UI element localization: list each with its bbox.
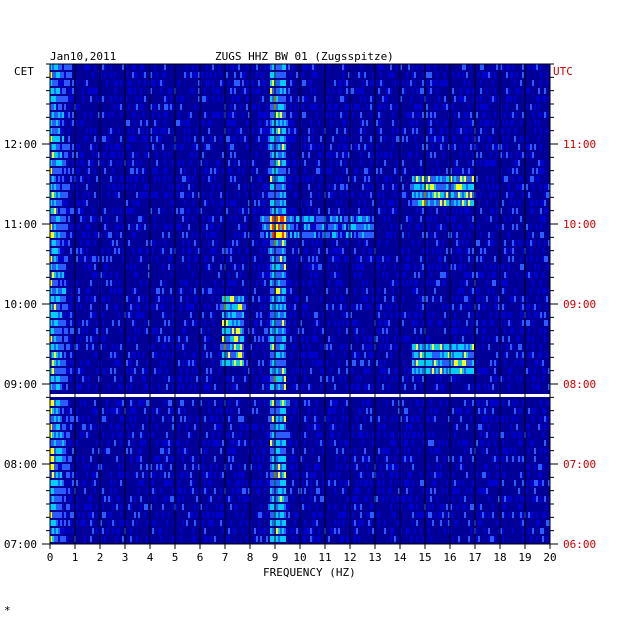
spectrogram-row	[50, 192, 550, 198]
x-tick-label: 14	[393, 551, 407, 564]
cet-tick-label: 12:00	[4, 138, 37, 151]
x-tick-label: 3	[122, 551, 129, 564]
spectrogram-row	[50, 96, 550, 102]
chart-title: ZUGS HHZ BW 01 (Zugsspitze)	[215, 50, 394, 63]
x-tick-label: 6	[197, 551, 204, 564]
spectrogram-row	[50, 144, 542, 150]
x-tick-label: 7	[222, 551, 229, 564]
x-tick-label: 8	[247, 551, 254, 564]
spectrogram-row	[50, 216, 546, 222]
spectrogram-row	[50, 304, 548, 310]
x-tick-label: 11	[318, 551, 331, 564]
cet-tick-label: 07:00	[4, 538, 37, 551]
spectrogram-row	[50, 160, 550, 166]
spectrogram-row	[50, 264, 550, 270]
x-tick-label: 20	[543, 551, 556, 564]
x-tick-label: 1	[72, 551, 79, 564]
spectrogram-row	[50, 80, 548, 86]
spectrogram-row	[50, 296, 548, 302]
x-tick-label: 0	[47, 551, 54, 564]
spectrogram-row	[50, 440, 546, 446]
utc-tick-label: 10:00	[563, 218, 596, 231]
spectrogram-row	[50, 152, 534, 158]
left-timezone-label: CET	[14, 65, 34, 78]
spectrogram-row	[50, 536, 548, 542]
spectrogram-row	[50, 136, 540, 142]
spectrogram-row	[50, 456, 548, 462]
cet-tick-label: 08:00	[4, 458, 37, 471]
right-timezone-label: UTC	[553, 65, 573, 78]
spectrogram-row	[50, 384, 550, 390]
spectrogram-row	[50, 352, 548, 358]
spectrogram-row	[50, 312, 550, 318]
grid-lines	[49, 63, 551, 545]
x-tick-label: 19	[518, 551, 531, 564]
x-tick-label: 9	[272, 551, 279, 564]
spectrogram-row	[50, 256, 548, 262]
x-tick-label: 18	[493, 551, 506, 564]
spectrogram-row	[50, 120, 540, 126]
spectrogram-row	[50, 168, 544, 174]
x-tick-label: 16	[443, 551, 456, 564]
cet-tick-label: 10:00	[4, 298, 37, 311]
cet-tick-label: 11:00	[4, 218, 37, 231]
spectrogram-row	[50, 280, 542, 286]
utc-tick-label: 08:00	[563, 378, 596, 391]
spectrogram-row	[50, 272, 544, 278]
spectrogram-row	[50, 472, 542, 478]
spectrogram-row	[50, 288, 550, 294]
spectrogram-row	[50, 184, 550, 190]
utc-tick-label: 09:00	[563, 298, 596, 311]
spectrogram-row	[50, 112, 548, 118]
spectrogram-row	[50, 504, 548, 510]
spectrogram-row	[50, 408, 546, 414]
footer-mark: *	[4, 604, 11, 617]
x-tick-label: 17	[468, 551, 481, 564]
x-tick-label: 10	[293, 551, 306, 564]
spectrogram-row	[50, 416, 550, 422]
spectrogram-row	[50, 368, 550, 374]
spectrogram-row	[50, 424, 550, 430]
spectrogram-row	[50, 480, 550, 486]
spectrogram-row	[50, 360, 550, 366]
x-tick-label: 4	[147, 551, 154, 564]
utc-tick-label: 11:00	[563, 138, 596, 151]
cet-tick-label: 09:00	[4, 378, 37, 391]
spectrogram-row	[50, 200, 546, 206]
x-tick-label: 12	[343, 551, 356, 564]
spectrogram-row	[50, 520, 550, 526]
spectrogram-row	[50, 208, 548, 214]
spectrogram-row	[50, 176, 540, 182]
x-tick-label: 5	[172, 551, 179, 564]
x-axis-label: FREQUENCY (HZ)	[263, 566, 356, 579]
chart-date: Jan10,2011	[50, 50, 116, 63]
spectrogram-row	[50, 128, 548, 134]
utc-tick-label: 07:00	[563, 458, 596, 471]
spectrogram-row	[50, 512, 550, 518]
spectrogram-row	[50, 448, 550, 454]
axis-ticks: 0 1 2 3 4 5 6 7 8 9 10 11 12 13 14 15 16 17 18 19 2007:0008:…	[4, 63, 596, 564]
spectrogram-row	[50, 400, 550, 406]
x-tick-label: 13	[368, 551, 381, 564]
spectrogram-row	[50, 232, 550, 238]
utc-tick-label: 06:00	[563, 538, 596, 551]
x-tick-label: 15	[418, 551, 431, 564]
spectrogram-row	[50, 528, 550, 534]
x-tick-label: 2	[97, 551, 104, 564]
